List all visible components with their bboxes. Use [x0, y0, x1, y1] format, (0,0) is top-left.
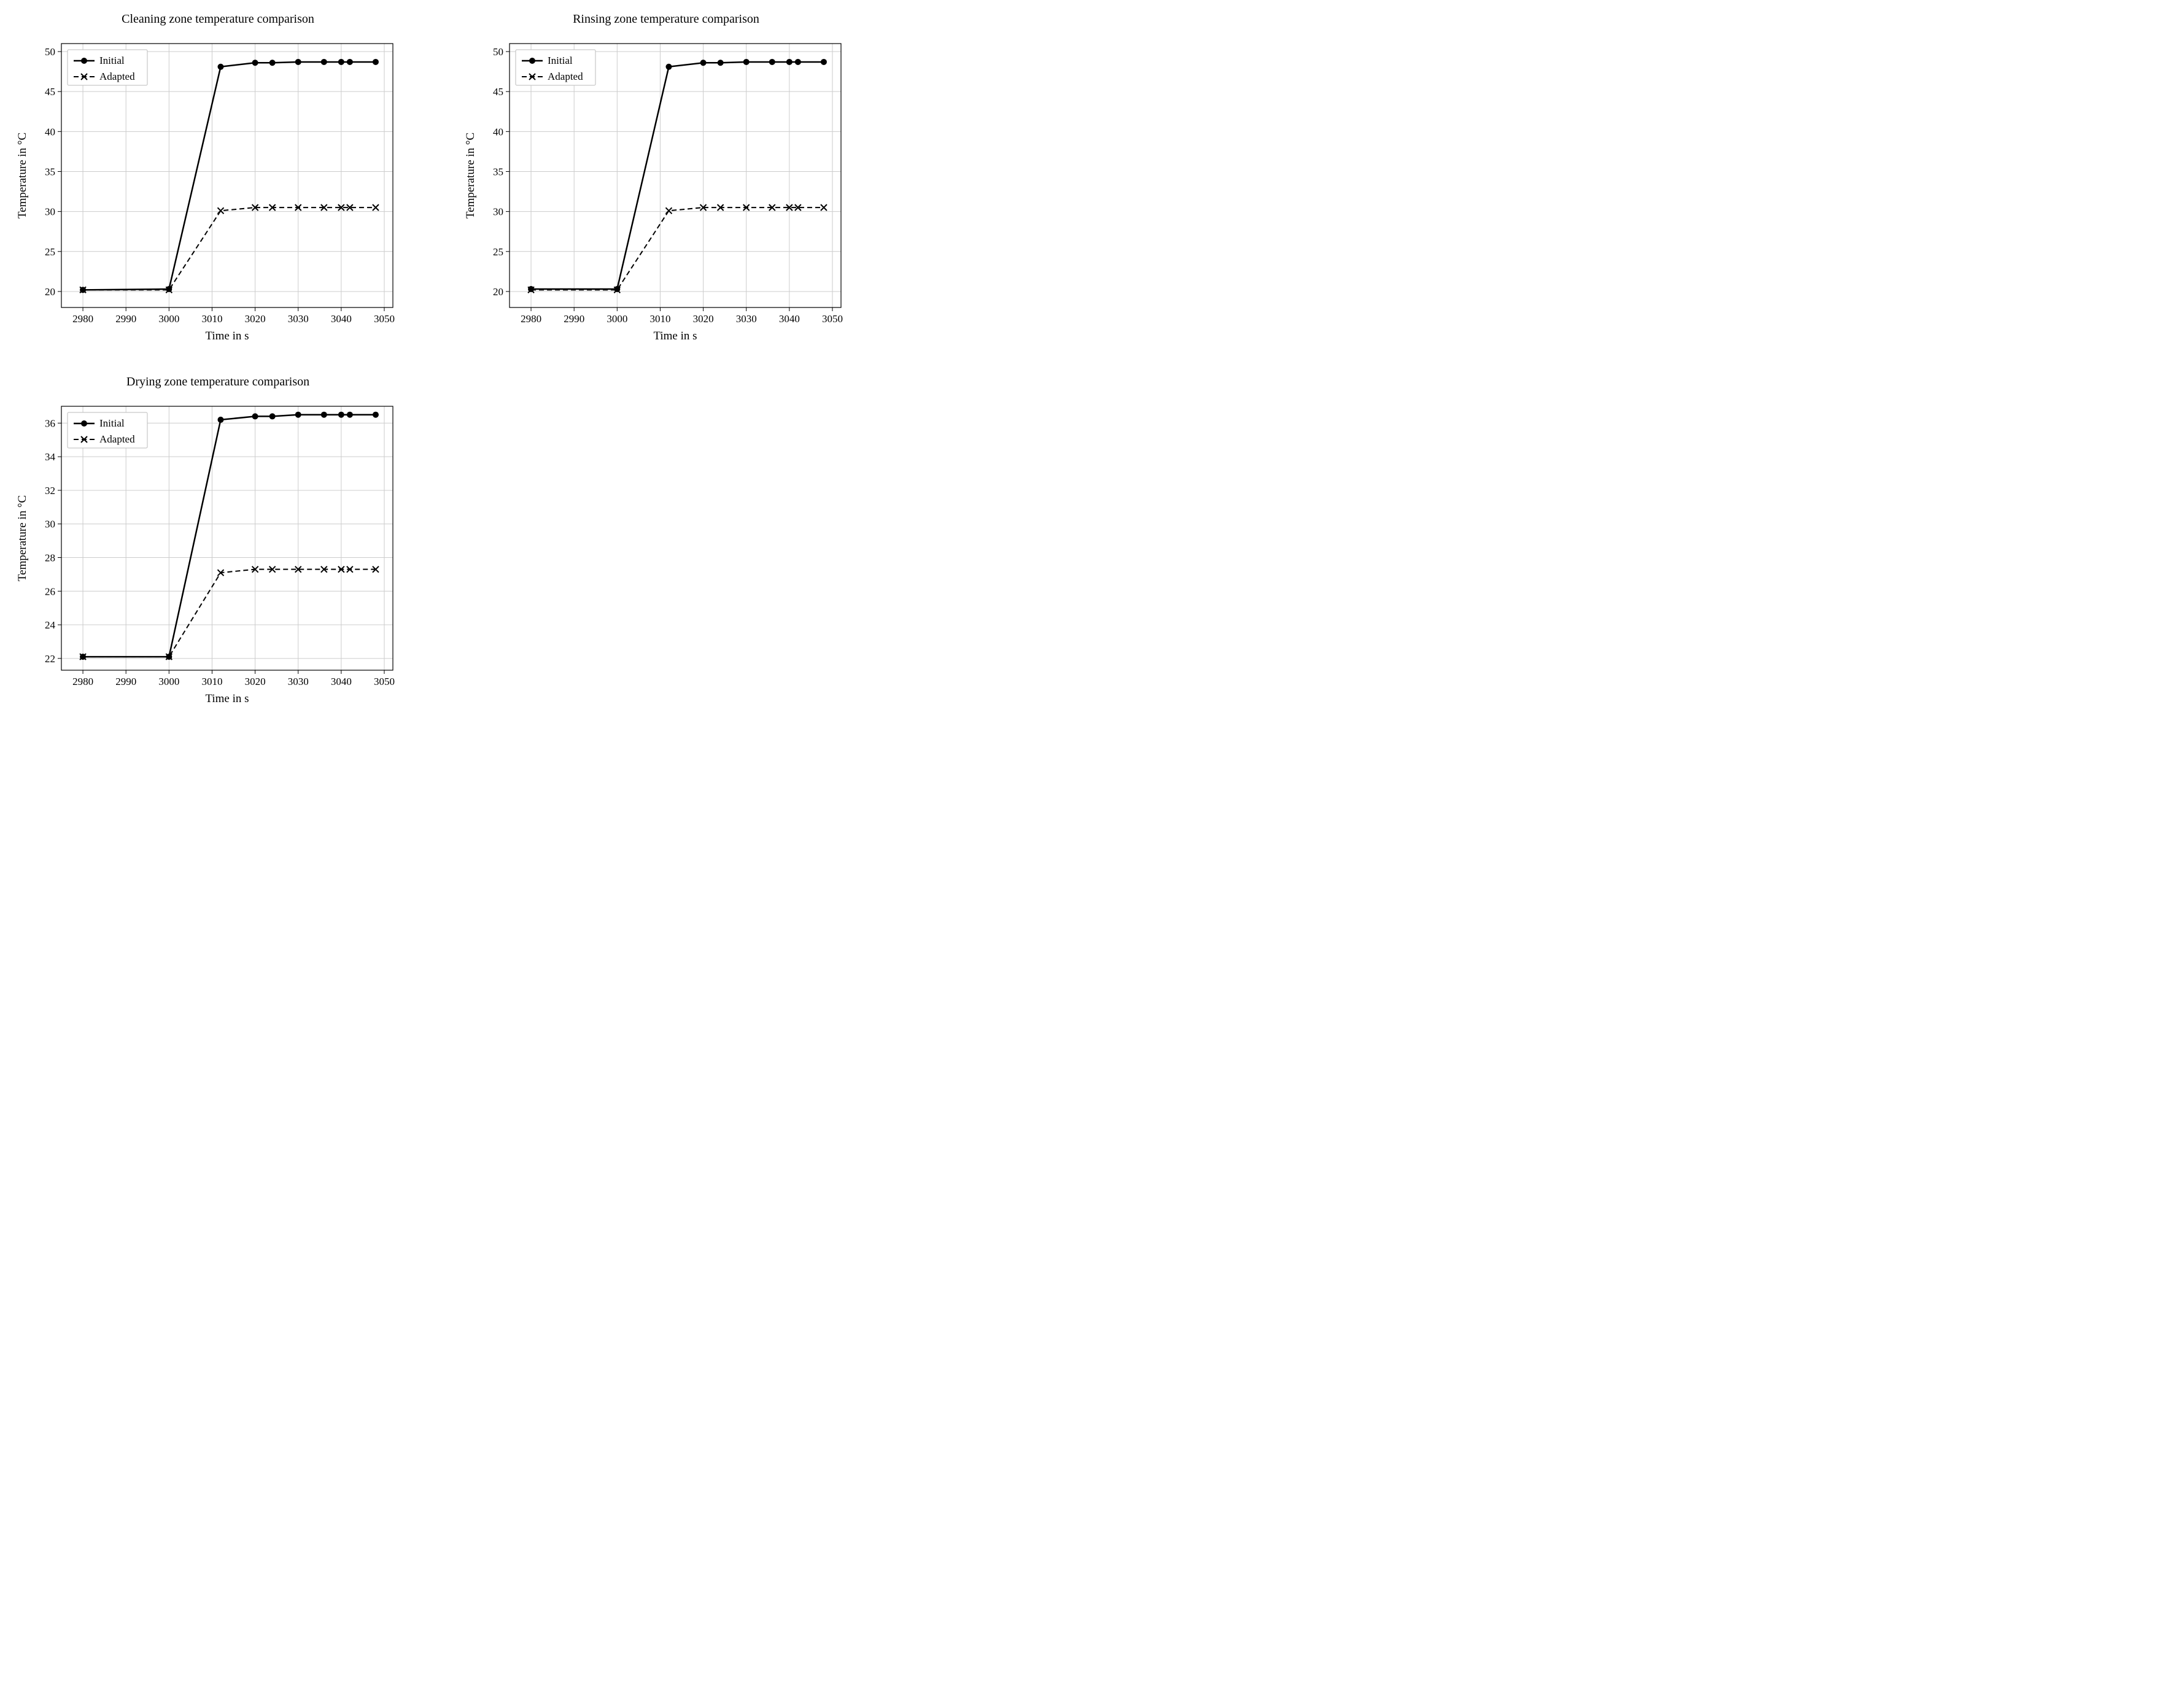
svg-text:35: 35 [493, 166, 503, 177]
legend-label: Initial [548, 55, 573, 66]
svg-text:3010: 3010 [201, 313, 222, 325]
svg-text:2990: 2990 [115, 313, 136, 325]
svg-text:3020: 3020 [693, 313, 714, 325]
svg-text:25: 25 [493, 246, 503, 258]
svg-text:3020: 3020 [245, 676, 266, 687]
chart-drying: Drying zone temperature comparison298029… [12, 375, 424, 713]
svg-text:3050: 3050 [374, 313, 395, 325]
svg-text:3030: 3030 [288, 313, 309, 325]
chart-rinsing: Rinsing zone temperature comparison29802… [460, 12, 872, 350]
svg-text:3010: 3010 [649, 313, 670, 325]
svg-text:45: 45 [493, 86, 503, 98]
chart-title: Cleaning zone temperature comparison [12, 12, 424, 26]
legend: Initial Adapted [68, 50, 147, 85]
svg-text:40: 40 [45, 126, 55, 137]
svg-text:3040: 3040 [331, 313, 352, 325]
x-axis-label: Time in s [205, 330, 249, 342]
svg-text:30: 30 [45, 519, 55, 530]
y-axis-label: Temperature in °C [16, 495, 29, 581]
svg-text:30: 30 [493, 206, 503, 218]
svg-text:3030: 3030 [288, 676, 309, 687]
chart-svg: 2980 2990 3000 3010 3020 3030 3040 3050 20 25 30 35… [460, 31, 853, 350]
svg-text:20: 20 [45, 286, 55, 298]
svg-text:2990: 2990 [564, 313, 584, 325]
legend: Initial Adapted [68, 412, 147, 448]
y-axis-label: Temperature in °C [16, 133, 29, 218]
svg-text:40: 40 [493, 126, 503, 137]
svg-text:3030: 3030 [736, 313, 757, 325]
svg-text:34: 34 [45, 451, 56, 463]
svg-text:50: 50 [493, 46, 503, 58]
svg-text:3050: 3050 [374, 676, 395, 687]
svg-text:26: 26 [45, 585, 55, 597]
legend-label: Initial [99, 55, 125, 66]
y-axis-label: Temperature in °C [464, 133, 477, 218]
legend-label: Adapted [99, 433, 135, 445]
svg-text:3000: 3000 [158, 676, 179, 687]
svg-text:25: 25 [45, 246, 55, 258]
svg-text:20: 20 [493, 286, 503, 298]
x-axis-label: Time in s [205, 692, 249, 705]
legend-label: Adapted [99, 71, 135, 82]
legend: Initial Adapted [516, 50, 595, 85]
svg-text:50: 50 [45, 46, 55, 58]
svg-text:45: 45 [45, 86, 55, 98]
chart-title: Rinsing zone temperature comparison [460, 12, 872, 26]
svg-text:2990: 2990 [115, 676, 136, 687]
svg-text:32: 32 [45, 485, 55, 497]
chart-cleaning: Cleaning zone temperature comparison 2980… [12, 12, 424, 350]
chart-svg: 2980 2990 3000 3010 3020 3030 3040 3050 20 25 30 35… [12, 31, 405, 350]
legend-label: Adapted [548, 71, 583, 82]
chart-title: Drying zone temperature comparison [12, 375, 424, 389]
series-initial [83, 415, 376, 657]
charts-grid: Cleaning zone temperature comparison 2980… [12, 12, 872, 713]
series-adapted [83, 207, 376, 290]
svg-text:3040: 3040 [331, 676, 352, 687]
svg-text:24: 24 [45, 619, 56, 631]
svg-text:2980: 2980 [521, 313, 541, 325]
svg-text:22: 22 [45, 653, 55, 665]
svg-text:3020: 3020 [245, 313, 266, 325]
svg-text:3000: 3000 [607, 313, 627, 325]
svg-text:3000: 3000 [158, 313, 179, 325]
series-initial [83, 62, 376, 290]
svg-text:28: 28 [45, 552, 55, 563]
svg-text:3010: 3010 [201, 676, 222, 687]
chart-svg: 2980 2990 3000 3010 3020 3030 3040 3050 22 24 26 28… [12, 394, 405, 713]
x-axis-label: Time in s [653, 330, 697, 342]
svg-text:35: 35 [45, 166, 55, 177]
series-adapted [531, 207, 824, 290]
svg-text:36: 36 [45, 417, 55, 429]
series-initial [531, 62, 824, 289]
legend-label: Initial [99, 417, 125, 429]
svg-text:3040: 3040 [779, 313, 800, 325]
svg-text:2980: 2980 [72, 313, 93, 325]
svg-text:2980: 2980 [72, 676, 93, 687]
svg-text:3050: 3050 [822, 313, 843, 325]
svg-text:30: 30 [45, 206, 55, 218]
series-adapted [83, 570, 376, 657]
